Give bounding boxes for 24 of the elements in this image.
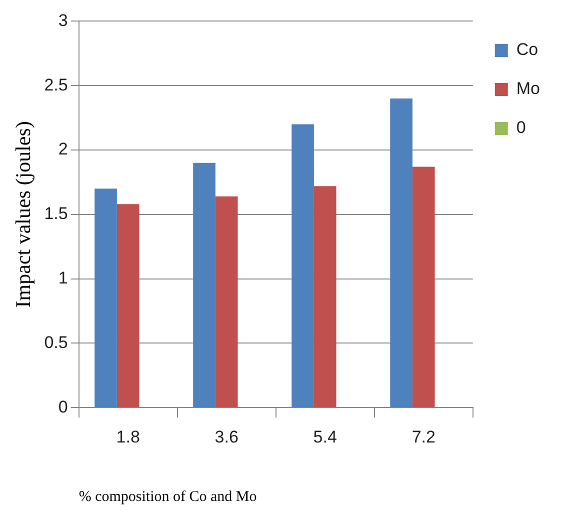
bar bbox=[412, 166, 435, 408]
bar bbox=[94, 188, 117, 408]
y-tick-label: 3 bbox=[58, 10, 68, 30]
x-tick-label: 1.8 bbox=[116, 427, 140, 446]
y-tick-label: 0.5 bbox=[44, 332, 68, 352]
x-tick-label: 7.2 bbox=[412, 427, 436, 446]
y-tick-label: 2.5 bbox=[44, 75, 68, 94]
legend-label: Co bbox=[516, 40, 538, 60]
bar bbox=[292, 124, 314, 408]
legend-label: Mo bbox=[516, 79, 540, 98]
y-axis-title: Impact values (joules) bbox=[11, 121, 36, 308]
legend-label: 0 bbox=[516, 118, 526, 138]
y-tick-label: 2 bbox=[58, 140, 68, 159]
bar bbox=[314, 186, 336, 408]
x-tick-label: 5.4 bbox=[313, 427, 337, 446]
bar bbox=[116, 204, 140, 408]
bar bbox=[390, 98, 412, 408]
bar bbox=[193, 162, 216, 408]
x-axis-title: % composition of Co and Mo bbox=[78, 488, 257, 505]
y-tick-label: 1.5 bbox=[44, 204, 68, 224]
x-tick-label: 3.6 bbox=[214, 427, 238, 446]
bar bbox=[215, 196, 238, 408]
y-tick-label: 0 bbox=[58, 397, 68, 416]
y-tick-label: 1 bbox=[58, 268, 68, 288]
